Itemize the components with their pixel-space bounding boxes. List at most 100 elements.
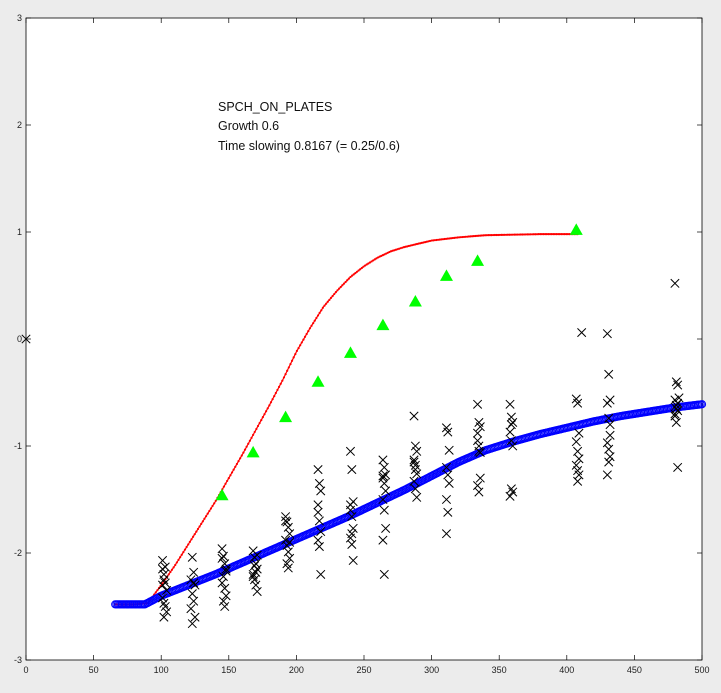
curve-dot <box>230 471 234 474</box>
x-stroke <box>444 445 454 455</box>
curve-dot <box>521 233 524 236</box>
series-2 <box>215 223 583 501</box>
x-point <box>21 334 31 344</box>
x-point <box>190 612 200 622</box>
x-point <box>220 583 230 593</box>
x-point <box>508 487 518 497</box>
curve-dot <box>256 424 260 428</box>
x-point <box>444 445 454 455</box>
x-stroke <box>473 399 483 409</box>
curve-dot <box>237 460 240 463</box>
x-point <box>671 417 681 428</box>
curve-dot <box>349 275 352 279</box>
curve-dot <box>281 379 284 382</box>
x-point <box>573 476 583 486</box>
x-stroke <box>574 454 584 464</box>
curve-dot <box>492 233 495 237</box>
x-point <box>316 527 326 537</box>
x-stroke <box>157 555 168 566</box>
curve-dot <box>315 316 318 320</box>
curve-dot <box>174 563 177 567</box>
x-stroke <box>604 369 614 379</box>
curve-dot <box>347 277 350 280</box>
triangle-point <box>246 445 260 458</box>
curve-dot <box>508 233 511 236</box>
x-stroke <box>251 567 261 577</box>
curve-dot <box>443 237 446 241</box>
annotation-line-2: Growth 0.6 <box>218 119 279 133</box>
x-stroke <box>605 452 615 462</box>
curve-dot <box>547 233 550 236</box>
x-stroke <box>605 430 615 440</box>
x-point <box>604 457 614 467</box>
curve-dot <box>432 239 435 242</box>
x-stroke <box>674 393 684 403</box>
x-point <box>159 575 169 585</box>
x-stroke <box>285 537 295 547</box>
curve-dot <box>266 407 269 410</box>
x-point <box>314 516 324 526</box>
x-stroke <box>251 559 261 569</box>
x-stroke <box>160 562 170 572</box>
x-stroke <box>571 460 581 470</box>
triangle-point <box>343 346 357 358</box>
curve-dot <box>302 338 305 341</box>
x-point <box>313 507 323 517</box>
curve-dot <box>522 233 526 236</box>
x-point <box>571 437 581 447</box>
x-point <box>218 551 228 561</box>
x-stroke <box>506 420 516 430</box>
x-point <box>281 516 291 526</box>
curve-dot <box>183 548 187 551</box>
x-stroke <box>252 586 262 597</box>
x-point <box>604 444 614 454</box>
curve-dot <box>320 309 323 312</box>
curve-dot <box>282 376 286 379</box>
curve-dot <box>497 233 500 237</box>
y-tick-label: 2 <box>17 120 22 130</box>
x-stroke <box>162 607 172 617</box>
x-point <box>283 563 293 573</box>
x-stroke <box>473 428 483 438</box>
curve-dot <box>235 462 239 466</box>
x-point <box>251 559 261 569</box>
curve-dot <box>360 266 363 270</box>
curve-dot <box>500 233 503 236</box>
curve-dot <box>175 561 178 564</box>
x-point <box>285 553 295 563</box>
y-tick-label: -1 <box>14 441 22 451</box>
x-stroke <box>475 422 485 432</box>
x-tick-label: 100 <box>154 665 169 675</box>
x-point <box>347 512 357 522</box>
x-point <box>674 393 684 403</box>
x-stroke <box>187 589 197 599</box>
curve-dot <box>180 553 183 556</box>
triangle-point <box>215 488 229 501</box>
curve-dot <box>359 268 362 271</box>
y-tick-label: -2 <box>14 548 22 558</box>
x-stroke <box>381 486 391 496</box>
curve-dot <box>312 322 315 325</box>
curve-dot <box>265 410 268 413</box>
curve-dot <box>509 233 513 236</box>
curve-dot <box>511 233 514 236</box>
annotation-line-1: SPCH_ON_PLATES <box>218 100 332 114</box>
x-point <box>474 487 484 497</box>
curve-dot <box>524 233 527 236</box>
x-stroke <box>412 469 422 479</box>
curve-dot <box>258 421 261 425</box>
x-point <box>602 398 612 408</box>
curve-dot <box>519 233 522 236</box>
x-stroke <box>602 398 612 408</box>
x-point <box>314 478 324 489</box>
triangle-point <box>408 295 422 307</box>
y-tick-label: -3 <box>14 655 22 665</box>
y-tick-label: 0 <box>17 334 22 344</box>
x-point <box>314 542 324 552</box>
x-stroke <box>671 403 681 414</box>
curve-dot <box>535 233 539 236</box>
x-stroke <box>409 476 419 486</box>
x-stroke <box>217 544 227 554</box>
curve-dot <box>206 512 209 515</box>
curve-dot <box>565 233 568 236</box>
